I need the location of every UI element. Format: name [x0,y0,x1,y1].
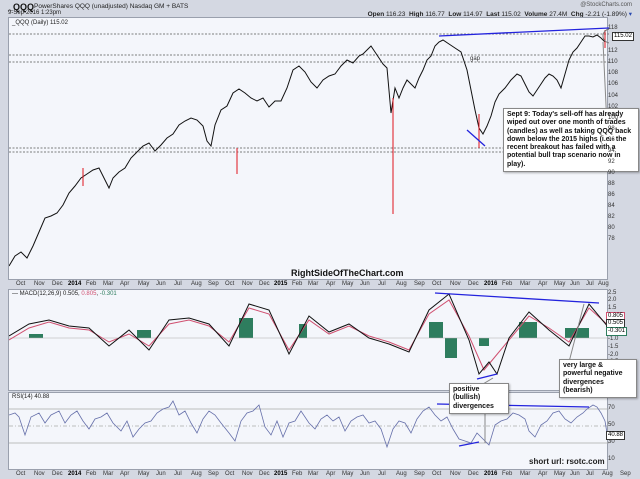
y-tick: 90 [608,170,615,176]
negative-divergence-callout: very large & powerful negative divergenc… [559,359,637,399]
rsi-x-axis: Oct Nov Dec 2014 Feb Mar Apr May Jun Jul Aug Sep Oct… [16,471,631,477]
short-url: short url: rsotc.com [529,457,605,466]
y-tick: 112 [608,48,618,54]
y-tick: 82 [608,214,615,220]
price-panel: _QQQ (Daily) 115.02 gap RightSideOfTheCh… [8,17,639,280]
y-tick: 110 [608,59,618,65]
y-tick: 92 [608,159,615,165]
y-tick: 70 [608,405,615,411]
watermark: RightSideOfTheChart.com [291,268,404,278]
y-tick: -1.0 [608,336,619,342]
chart-datetime: 9-Sep-2016 1:23pm [8,10,62,16]
y-tick: 78 [608,236,615,242]
ohlc-summary: Open 116.23 High 116.77 Low 114.97 Last … [367,11,632,18]
y-tick: 94 [608,148,615,154]
y-tick: -2.0 [608,352,619,358]
symbol-description: PowerShares QQQ (unadjusted) Nasdaq GM +… [34,3,189,10]
y-tick: 100 [608,115,619,121]
y-tick: 108 [608,70,619,76]
y-tick: 88 [608,181,615,187]
chart-header: _QQQ PowerShares QQQ (unadjusted) Nasdaq… [0,0,640,18]
price-plot [9,27,609,267]
y-tick: 102 [608,104,619,110]
y-tick: 30 [608,439,615,445]
y-tick: 10 [608,456,615,462]
y-tick: 106 [608,81,619,87]
y-tick: 104 [608,93,619,99]
symbol: _QQQ [8,2,35,12]
y-tick: 86 [608,192,615,198]
y-tick: 80 [608,225,615,231]
rsi-last-value: 40.88 [606,431,626,440]
y-tick: 98 [608,126,615,132]
y-tick: 50 [608,422,615,428]
macd-panel: — MACD(12,26,9) 0.505, 0.805, -0.301 ver… [8,289,637,399]
y-tick: 118 [608,25,618,31]
rsi-plot [9,393,609,449]
y-tick: 2.0 [608,297,617,303]
y-tick: 1.5 [608,305,617,311]
y-tick: 96 [608,137,615,143]
price-last-value: 115.02 [612,32,634,41]
source-label: @StockCharts.com [580,2,632,8]
rsi-legend: RSI(14) 40.88 [12,394,50,400]
sell-off-callout: Sept 9: Today's sell-off has already wip… [503,108,639,173]
price-x-axis: Oct Nov Dec 2014 Feb Mar Apr May Jun Jul Aug Sep Oct… [16,281,609,287]
macd-legend: — MACD(12,26,9) 0.505, 0.805, -0.301 [12,291,117,297]
gap-label: gap [470,56,481,62]
macd-hist-value: -0.301 [606,327,628,336]
y-tick: -1.5 [608,344,619,350]
rsi-panel: RSI(14) 40.88 short url: rsotc.com [8,392,609,470]
positive-divergence-callout: positive (bullish) divergences [449,383,509,414]
y-tick: 2.5 [608,290,617,296]
y-tick: 84 [608,203,615,209]
macd-plot [9,292,609,385]
price-legend: _QQQ (Daily) 115.02 [12,20,68,26]
